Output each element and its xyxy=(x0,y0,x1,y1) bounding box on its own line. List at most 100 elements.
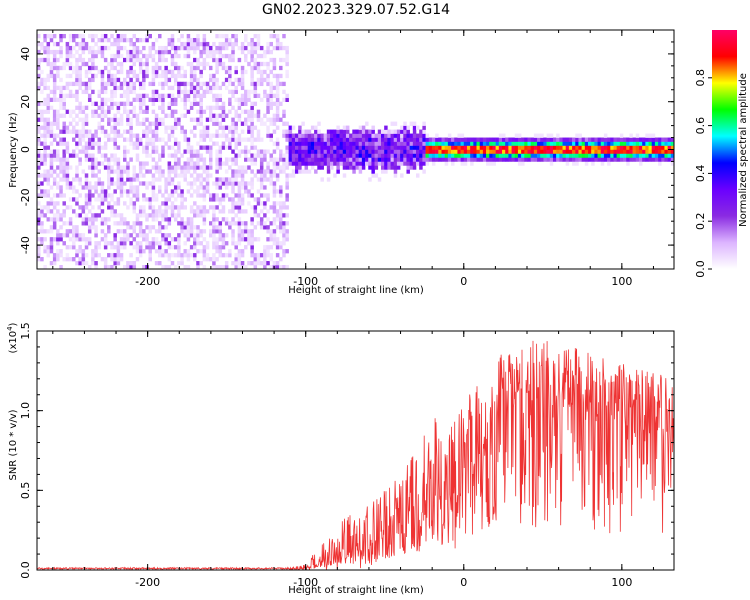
spectrogram-cell xyxy=(62,121,66,126)
spectrogram-cell xyxy=(317,149,321,154)
spectrogram-cell xyxy=(326,137,331,142)
spectrogram-cell xyxy=(438,145,442,150)
spectrogram-cell xyxy=(103,85,108,91)
spectrogram-cell xyxy=(145,149,149,154)
spectrogram-cell xyxy=(37,209,41,214)
spectrogram-cell xyxy=(177,141,181,146)
spectrogram-cell xyxy=(180,33,184,39)
spectrogram-cell xyxy=(205,209,210,214)
spectrogram-cell xyxy=(189,41,194,47)
spectrogram-cell xyxy=(285,197,289,202)
spectrogram-cell xyxy=(237,217,242,222)
spectrogram-cell xyxy=(126,37,130,43)
spectrogram-cell xyxy=(355,153,359,158)
spectrogram-cell xyxy=(180,73,184,79)
spectrogram-cell xyxy=(530,157,535,162)
spectrogram-cell xyxy=(326,145,331,150)
spectrogram-cell xyxy=(247,165,251,170)
spectrogram-cell xyxy=(279,65,283,71)
spectrogram-cell xyxy=(349,141,353,146)
spectrogram-cell xyxy=(113,121,117,126)
spectrogram-cell xyxy=(215,205,219,210)
spectrogram-cell xyxy=(470,137,474,142)
spectrogram-cell xyxy=(84,213,89,218)
spectrogram-cell xyxy=(72,53,76,59)
spectrogram-cell xyxy=(588,153,592,158)
spectrogram-cell xyxy=(100,129,105,134)
spectrogram-cell xyxy=(285,237,289,242)
spectrogram-cell xyxy=(126,81,130,87)
spectrogram-cell xyxy=(78,181,82,186)
spectrogram-cell xyxy=(151,45,156,51)
spectrogram-cell xyxy=(62,201,66,206)
spectrogram-cell xyxy=(489,137,493,142)
spectrogram-cell xyxy=(390,145,395,150)
spectrogram-cell xyxy=(110,253,114,258)
spectrogram-cell xyxy=(132,105,137,110)
spectrogram-cell xyxy=(505,141,509,146)
spectrogram-cell xyxy=(173,165,178,170)
spectrogram-cell xyxy=(517,149,522,154)
spectrogram-cell xyxy=(228,209,232,214)
spectrogram-cell xyxy=(126,165,130,170)
spectrogram-cell xyxy=(498,145,503,150)
spectrogram-cell xyxy=(87,129,92,134)
spectrogram-cell xyxy=(355,141,359,146)
spectrogram-cell xyxy=(129,57,133,63)
spectrogram-cell xyxy=(463,137,468,142)
spectrogram-cell xyxy=(221,145,226,150)
spectrogram-cell xyxy=(189,185,194,190)
spectrogram-cell xyxy=(623,157,627,162)
spectrogram-cell xyxy=(314,153,318,158)
spectrogram-cell xyxy=(103,197,108,202)
spectrogram-cell xyxy=(263,201,267,206)
spectrogram-cell xyxy=(72,65,76,71)
spectrogram-cell xyxy=(107,61,111,67)
spectrogram-cell xyxy=(218,229,223,234)
spectrogram-cell xyxy=(546,149,551,154)
spectrogram-cell xyxy=(103,245,108,250)
spectrogram-cell xyxy=(138,161,143,166)
spectrogram-cell xyxy=(205,181,210,186)
spectrogram-cell xyxy=(489,149,493,154)
spectrogram-cell xyxy=(158,33,162,39)
spectrogram-cell xyxy=(65,181,70,186)
spectrogram-cell xyxy=(40,161,44,166)
spectrogram-cell xyxy=(368,157,372,162)
spectrogram-cell xyxy=(285,177,289,182)
spectrogram-cell xyxy=(161,265,165,270)
spectrogram-cell xyxy=(221,193,226,198)
spectrogram-cell xyxy=(368,153,372,158)
spectrogram-cell xyxy=(107,165,111,170)
spectrogram-cell xyxy=(43,121,47,126)
spectrogram-cell xyxy=(189,61,194,67)
spectrogram-cell xyxy=(358,149,363,154)
spectrogram-cell xyxy=(84,261,89,266)
spectrogram-cell xyxy=(339,149,344,154)
spectrogram-cell xyxy=(377,177,382,182)
spectrogram-cell xyxy=(352,141,356,146)
spectrogram-cell xyxy=(116,181,121,186)
spectrogram-cell xyxy=(72,69,76,75)
spectrogram-cell xyxy=(110,101,114,106)
spectrogram-cell xyxy=(164,201,168,206)
spectrogram-cell xyxy=(330,133,334,138)
spectrogram-cell xyxy=(218,125,223,130)
spectrogram-cell xyxy=(654,145,659,150)
spectrogram-cell xyxy=(113,145,117,150)
spectrogram-cell xyxy=(253,197,258,202)
spectrogram-cell xyxy=(234,37,238,43)
spectrogram-cell xyxy=(581,153,586,158)
spectrogram-cell xyxy=(250,105,254,110)
spectrogram-cell xyxy=(349,153,353,158)
spectrogram-cell xyxy=(84,121,89,126)
spectrogram-cell xyxy=(234,221,238,226)
spectrogram-cell xyxy=(164,197,168,202)
spectrogram-cell xyxy=(94,41,98,47)
spectrogram-cell xyxy=(234,161,238,166)
spectrogram-cell xyxy=(196,161,200,166)
spectrogram-cell xyxy=(269,49,273,55)
spectrogram-cell xyxy=(135,233,140,238)
spectrogram-cell xyxy=(199,113,203,118)
spectrogram-cell xyxy=(116,229,121,234)
